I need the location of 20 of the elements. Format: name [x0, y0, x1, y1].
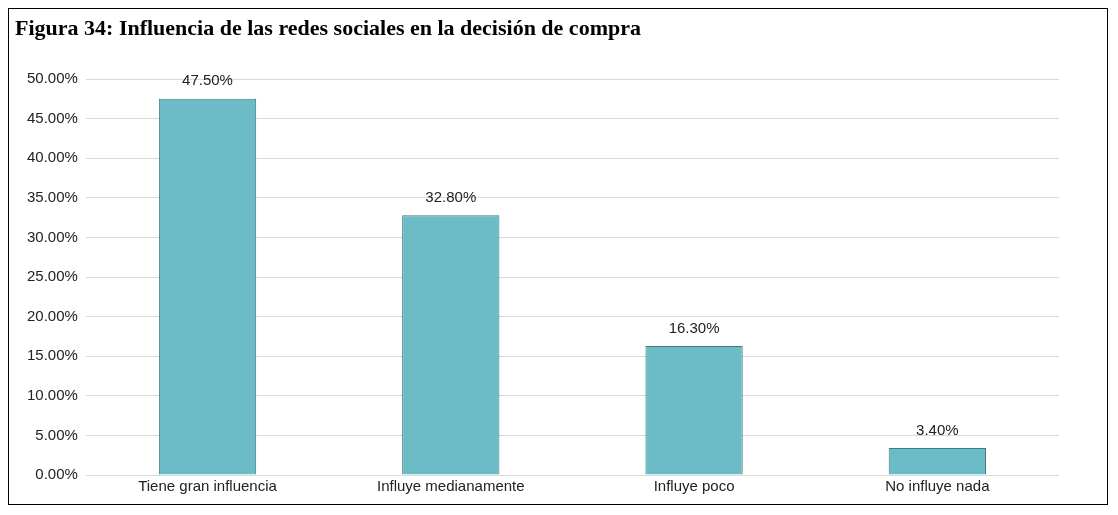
y-tick-label: 5.00% [35, 425, 78, 443]
y-tick-label: 35.00% [27, 187, 78, 205]
data-label: 47.50% [182, 71, 233, 89]
y-tick-label: 40.00% [27, 148, 78, 166]
y-tick-label: 15.00% [27, 346, 78, 364]
x-tick-label: Influye medianamente [377, 477, 525, 495]
y-tick-label: 20.00% [27, 306, 78, 324]
data-label: 16.30% [668, 318, 720, 336]
y-tick-label: 25.00% [27, 267, 78, 285]
y-tick-label: 0.00% [35, 465, 78, 483]
data-label: 3.40% [916, 420, 959, 438]
x-tick-label: Influye poco [653, 477, 735, 495]
x-tick-label: No influye nada [885, 477, 991, 495]
chart-title: Figura 34: Influencia de las redes sociales en la decisión de compra [14, 14, 642, 42]
y-tick-label: 30.00% [27, 227, 78, 245]
data-label: 32.80% [425, 187, 477, 205]
y-tick-label: 10.00% [27, 385, 78, 403]
y-tick-label: 50.00% [27, 69, 78, 87]
y-tick-label: 45.00% [27, 108, 78, 126]
x-tick-label: Tiene gran influencia [138, 477, 278, 495]
